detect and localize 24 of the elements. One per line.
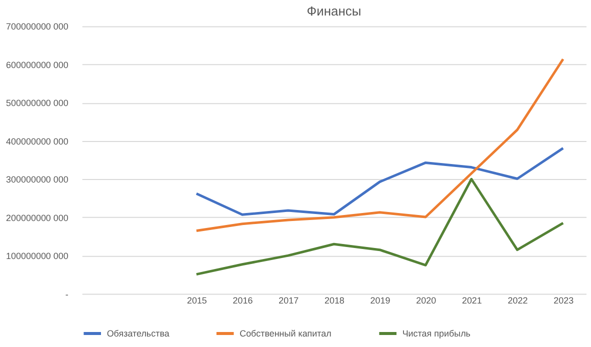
x-tick-label: 2023 (554, 295, 574, 306)
x-tick-label: 2018 (324, 295, 344, 306)
chart-title: Финансы (306, 3, 362, 18)
x-tick-label: 2020 (416, 295, 436, 306)
line-series (195, 58, 564, 232)
legend-label: Обязательства (106, 328, 170, 338)
y-tick-label: 500000000 000 (6, 98, 68, 108)
y-tick-label: 400000000 000 (6, 136, 68, 146)
line-series (195, 178, 564, 276)
y-tick-label: 200000000 000 (6, 212, 68, 223)
x-tick-label: 2021 (462, 295, 482, 306)
x-tick-label: 2016 (232, 295, 253, 306)
line-series (195, 146, 564, 216)
y-tick-label: 300000000 000 (6, 174, 68, 185)
x-tick-label: 2017 (278, 295, 299, 306)
x-tick-label: 2019 (370, 295, 390, 306)
x-tick-label: 2015 (186, 295, 207, 306)
x-tick-label: 2022 (508, 295, 528, 306)
y-tick-label: 700000000 000 (6, 22, 68, 32)
legend-label: Чистая прибыль (402, 328, 471, 338)
legend-label: Собственный капитал (240, 328, 332, 338)
y-tick-label: 600000000 000 (6, 60, 68, 70)
y-tick-label: 100000000 000 (6, 251, 68, 262)
y-tick-label: - (65, 289, 68, 300)
